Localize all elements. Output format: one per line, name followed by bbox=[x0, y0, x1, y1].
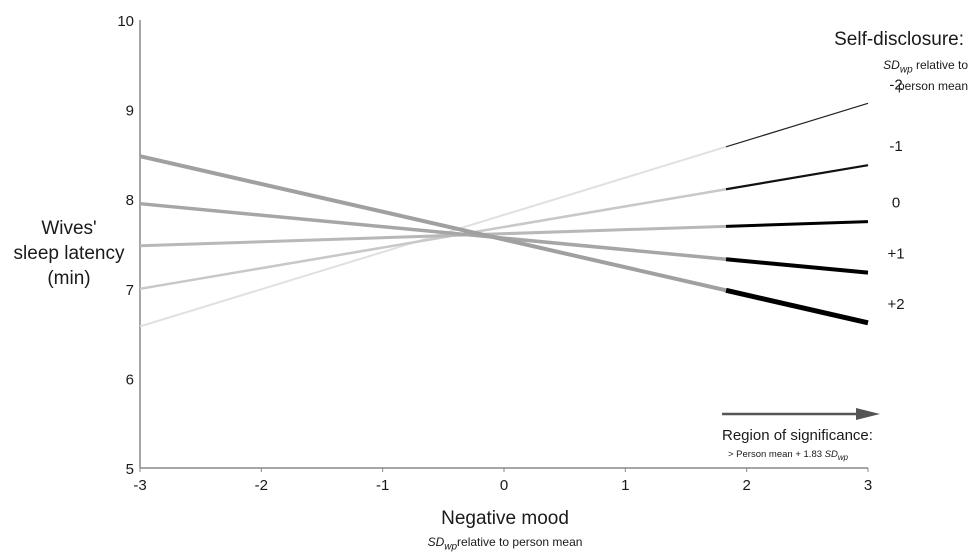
x-tick-label: 2 bbox=[742, 477, 750, 494]
sig-sub-sd: SD bbox=[824, 449, 838, 460]
x-sub-sd: SD bbox=[427, 535, 445, 549]
series-label: 0 bbox=[892, 195, 900, 212]
legend-sub-rest: relative to person mean bbox=[897, 58, 968, 94]
series-line bbox=[139, 154, 727, 293]
series-label: +1 bbox=[887, 246, 904, 263]
x-tick-label: 0 bbox=[500, 477, 508, 494]
series-lines bbox=[139, 102, 869, 328]
series-line-significant bbox=[725, 257, 869, 275]
y-tick-label: 10 bbox=[117, 13, 134, 30]
series-label: -2 bbox=[889, 76, 902, 93]
legend-title: Self-disclosure: bbox=[834, 29, 964, 50]
y-tick-label: 9 bbox=[126, 103, 134, 120]
series-labels: -2 -1 0 +1 +2 bbox=[887, 76, 904, 313]
series-line bbox=[139, 201, 727, 261]
x-axis-sublabel: SDwprelative to person mean bbox=[355, 535, 655, 552]
series-label: +2 bbox=[887, 296, 904, 313]
series-line-significant bbox=[725, 220, 869, 228]
x-sub-subscript: wp bbox=[444, 541, 458, 553]
y-tick-label: 7 bbox=[126, 282, 134, 299]
significance-arrow bbox=[722, 408, 880, 420]
axes bbox=[139, 20, 869, 472]
x-tick-label: 1 bbox=[621, 477, 629, 494]
x-tick-label: -2 bbox=[255, 477, 268, 494]
series-line-significant bbox=[725, 102, 869, 148]
significance-label: Region of significance: bbox=[722, 427, 873, 444]
y-axis-label-line-1: Wives' bbox=[41, 218, 97, 239]
significance-sublabel: > Person mean + 1.83 SDwp bbox=[728, 449, 848, 462]
y-axis-label-line-2: sleep latency bbox=[13, 243, 125, 264]
y-tick-label: 8 bbox=[126, 192, 134, 209]
significance-arrow-head bbox=[856, 408, 880, 420]
series-line-significant bbox=[725, 287, 869, 326]
series-line-significant bbox=[725, 164, 869, 191]
legend-subtitle: SDwp relative to person mean bbox=[858, 57, 968, 94]
x-tick-label: 3 bbox=[864, 477, 872, 494]
series-line bbox=[139, 224, 727, 248]
x-tick-label: -1 bbox=[376, 477, 389, 494]
y-axis-label: Wives' sleep latency (min) bbox=[8, 216, 130, 291]
x-tick-label: -3 bbox=[133, 477, 146, 494]
y-tick-label: 6 bbox=[126, 371, 134, 388]
legend-sub-sd: SD bbox=[883, 58, 900, 72]
x-axis-label: Negative mood bbox=[441, 508, 569, 529]
series-line bbox=[139, 188, 727, 291]
x-sub-rest: relative to person mean bbox=[457, 535, 583, 549]
y-axis-label-line-3: (min) bbox=[47, 268, 91, 289]
tick-labels: -3 -2 -1 0 1 2 3 5 6 7 8 9 10 bbox=[117, 13, 872, 494]
y-tick-label: 5 bbox=[126, 461, 134, 478]
sig-sub-prefix: > Person mean + 1.83 bbox=[728, 449, 825, 460]
series-label: -1 bbox=[889, 138, 902, 155]
legend-sub-subscript: wp bbox=[899, 64, 913, 76]
sig-sub-subscript: wp bbox=[837, 452, 848, 462]
